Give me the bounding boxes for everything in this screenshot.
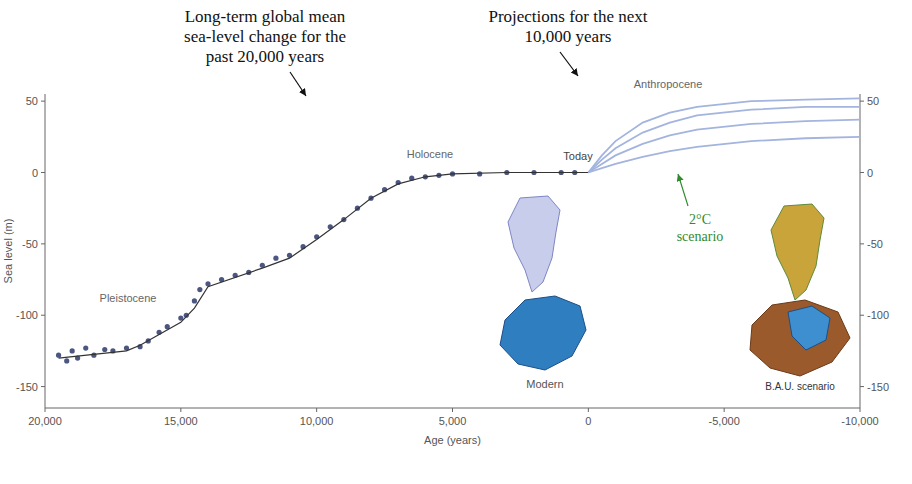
annotation-line: Today [563, 150, 593, 162]
annotation-line: Modern [526, 378, 563, 390]
y-tick-label: -150 [16, 381, 38, 393]
annotation-line: scenario [677, 229, 724, 244]
annotation-arrow [678, 174, 688, 206]
x-tick-label: -10,000 [841, 415, 878, 427]
annotation: Anthropocene [634, 78, 703, 90]
observation-point [70, 348, 75, 353]
annotation-line: Projections for the next [488, 7, 647, 26]
annotation: Modern [526, 378, 563, 390]
antarctica-bau-ice [788, 306, 830, 350]
y2-tick [860, 315, 864, 316]
y2-tick-label: 50 [867, 95, 879, 107]
x-tick-label: 5,000 [439, 415, 467, 427]
y2-tick [860, 172, 864, 173]
y2-tick [860, 101, 864, 102]
observation-point [91, 353, 96, 358]
greenland-bau [771, 204, 824, 300]
annotation-arrow [290, 72, 306, 96]
annotation-line: Pleistocene [100, 292, 157, 304]
y2-tick-label: 0 [867, 167, 873, 179]
projection-line [588, 137, 860, 173]
annotation: Holocene [407, 148, 453, 160]
annotation-line: B.A.U. scenario [765, 381, 835, 392]
x-axis-title: Age (years) [424, 434, 481, 446]
y2-tick-label: -50 [867, 238, 883, 250]
y2-tick-label: -100 [867, 309, 889, 321]
annotation-line: Holocene [407, 148, 453, 160]
ice-sheet-illustrations [500, 196, 850, 376]
x-tick-label: 15,000 [164, 415, 198, 427]
annotation-arrow [560, 52, 578, 76]
plot-marks [56, 98, 860, 363]
observation-point [83, 345, 88, 350]
observation-point [102, 347, 107, 352]
observation-point [64, 358, 69, 363]
y-axis-line [45, 94, 46, 408]
x-tick-label: 10,000 [300, 415, 334, 427]
annotation: Projections for the next10,000 years [488, 7, 647, 46]
observation-point [56, 353, 61, 358]
antarctica-modern [500, 296, 586, 370]
x-tick [180, 408, 181, 412]
y-tick-label: 50 [26, 95, 38, 107]
observation-point [477, 171, 482, 176]
annotation-line: 2°C [689, 212, 711, 227]
annotation-line: Long-term global mean [185, 7, 346, 26]
antarctica-bau [750, 300, 850, 376]
annotation-line: past 20,000 years [206, 47, 325, 66]
x-tick [45, 408, 46, 412]
annotation: Long-term global meansea-level change fo… [184, 7, 346, 66]
annotation-line: sea-level change for the [184, 27, 346, 46]
observation-point [192, 298, 197, 303]
annotation: Pleistocene [100, 292, 157, 304]
x-tick-label: -5,000 [709, 415, 740, 427]
annotation: Today [563, 150, 593, 162]
x-tick [316, 408, 317, 412]
annotation: 2°C scenario [677, 212, 724, 244]
projection-line [588, 98, 860, 172]
y-axis-title: Sea level (m) [2, 219, 14, 284]
y-tick [41, 386, 45, 387]
x-tick [860, 408, 861, 412]
projection-line [588, 107, 860, 173]
x-tick-label: 20,000 [28, 415, 62, 427]
arrows [290, 52, 688, 206]
observation-point [197, 287, 202, 292]
annotation: B.A.U. scenario [765, 381, 835, 392]
annotation-line: Anthropocene [634, 78, 703, 90]
annotation-line: 10,000 years [525, 27, 612, 46]
x-tick [588, 408, 589, 412]
y2-tick-label: -150 [867, 381, 889, 393]
y-tick-label: 0 [32, 167, 38, 179]
greenland-modern [508, 196, 560, 292]
projection-line [588, 120, 860, 173]
y2-tick [860, 386, 864, 387]
y2-axis-line [860, 94, 861, 408]
y-tick [41, 172, 45, 173]
x-tick [452, 408, 453, 412]
x-tick [724, 408, 725, 412]
y-tick [41, 243, 45, 244]
observation-point [273, 256, 278, 261]
y-tick-label: -100 [16, 309, 38, 321]
y-tick [41, 101, 45, 102]
y2-tick [860, 243, 864, 244]
x-tick-label: 0 [585, 415, 591, 427]
y-tick [41, 315, 45, 316]
fit-line [59, 173, 589, 359]
y-tick-label: -50 [22, 238, 38, 250]
